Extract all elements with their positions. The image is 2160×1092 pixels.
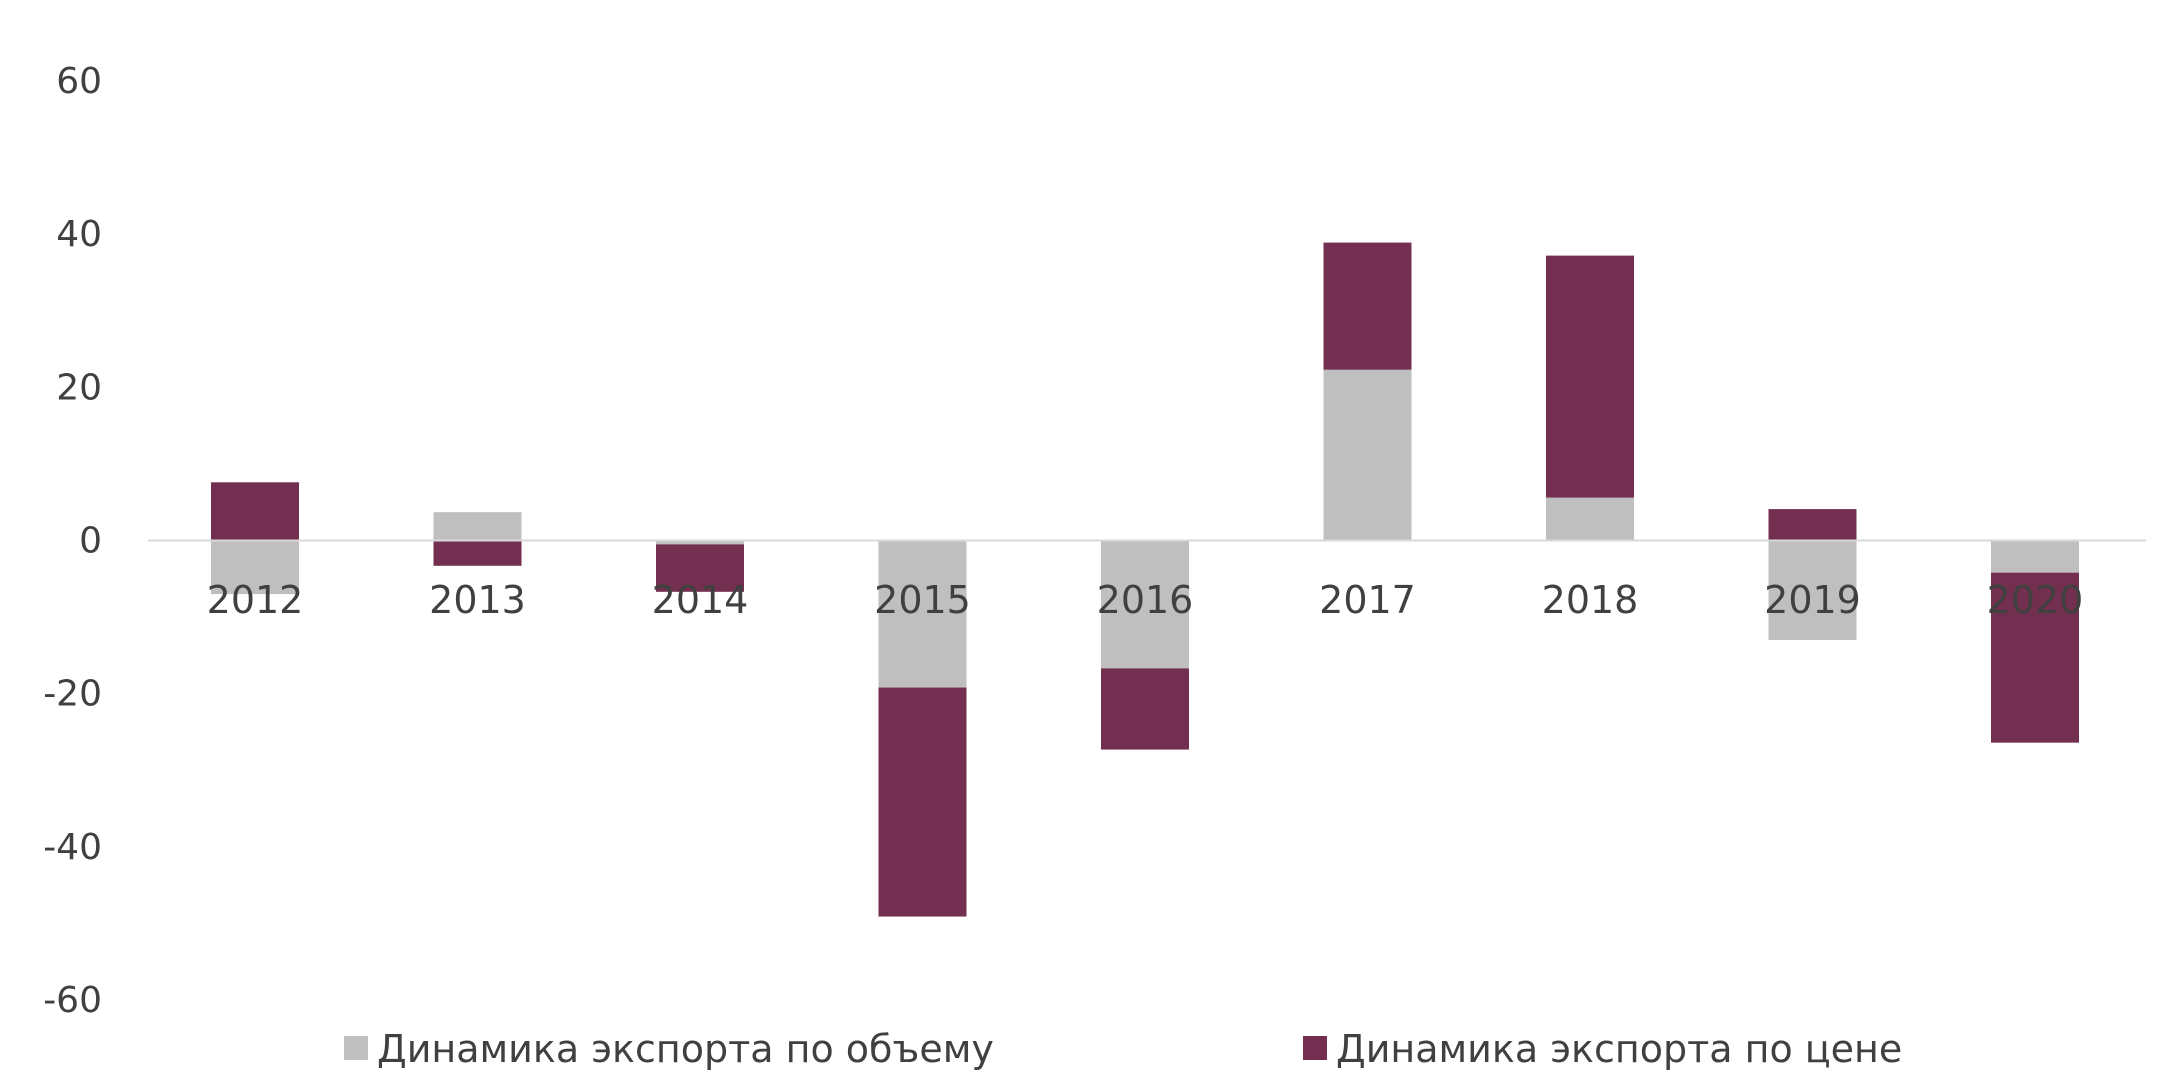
x-category-label: 2015 xyxy=(874,578,971,622)
y-axis-ticks: 60 40 20 0 -20 -40 -60 xyxy=(43,61,102,1021)
bar-2019-series-2 xyxy=(1768,509,1857,541)
bar-2020-series-2 xyxy=(1991,572,2079,743)
x-category-label: 2016 xyxy=(1097,578,1194,622)
x-category-label: 2019 xyxy=(1764,578,1861,622)
bar-2015-series-1 xyxy=(878,540,967,688)
legend: Динамика экспорта по объему Динамика эксп… xyxy=(344,1027,1902,1071)
y-tick-label: -20 xyxy=(43,674,102,715)
bar-2016-series-1 xyxy=(1101,540,1189,669)
y-tick-label: 60 xyxy=(56,61,102,102)
x-category-label: 2018 xyxy=(1542,578,1639,622)
legend-swatch-2 xyxy=(1303,1036,1327,1060)
x-category-label: 2012 xyxy=(207,578,304,622)
bars-group xyxy=(211,242,2079,917)
y-tick-label: 20 xyxy=(56,367,102,408)
bar-2016-series-2 xyxy=(1101,668,1189,750)
bar-2012-series-1 xyxy=(211,540,299,595)
y-tick-label: 40 xyxy=(56,214,102,255)
bar-2014-series-2 xyxy=(656,544,744,592)
y-tick-label: 0 xyxy=(79,521,102,562)
y-tick-label: -60 xyxy=(43,980,102,1021)
x-axis-categories: 2012 2013 2014 2015 2016 2017 2018 2019 2020 xyxy=(207,578,2084,622)
bar-2017-series-1 xyxy=(1323,369,1412,541)
bar-2013-series-2 xyxy=(433,540,522,566)
x-category-label: 2013 xyxy=(429,578,526,622)
legend-label-1: Динамика экспорта по объему xyxy=(377,1027,994,1071)
bar-2015-series-2 xyxy=(878,687,967,917)
x-category-label: 2020 xyxy=(1987,578,2084,622)
bar-2013-series-1 xyxy=(433,512,522,541)
x-category-label: 2014 xyxy=(652,578,749,622)
x-category-label: 2017 xyxy=(1319,578,1416,622)
legend-label-2: Динамика экспорта по цене xyxy=(1336,1027,1902,1071)
bar-2017-series-2 xyxy=(1323,242,1412,370)
bar-2018-series-2 xyxy=(1546,255,1634,498)
bar-2019-series-1 xyxy=(1768,540,1857,641)
bar-2020-series-1 xyxy=(1991,540,2079,573)
bar-2012-series-2 xyxy=(211,482,299,541)
y-tick-label: -40 xyxy=(43,827,102,868)
bar-2018-series-1 xyxy=(1546,497,1634,541)
bar-2014-series-1 xyxy=(656,540,744,545)
legend-swatch-1 xyxy=(344,1036,368,1060)
